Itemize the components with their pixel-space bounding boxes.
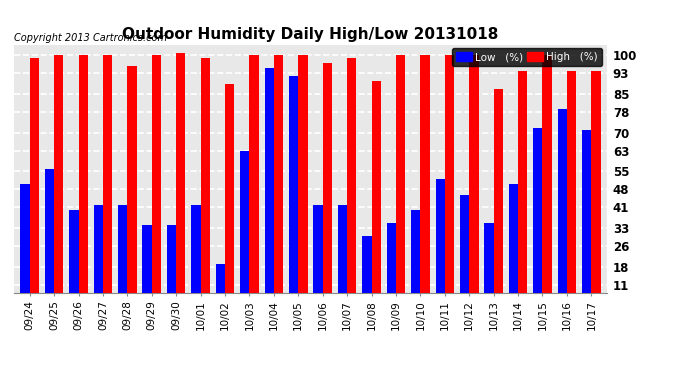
Bar xyxy=(313,205,323,313)
Bar xyxy=(435,179,445,313)
Bar xyxy=(225,84,235,313)
Bar xyxy=(289,76,298,313)
Legend: Low   (%), High   (%): Low (%), High (%) xyxy=(452,48,602,66)
Bar xyxy=(469,56,478,313)
Bar xyxy=(509,184,518,313)
Bar xyxy=(54,56,63,313)
Bar xyxy=(396,56,405,313)
Bar xyxy=(582,130,591,313)
Bar xyxy=(240,151,250,313)
Bar xyxy=(484,223,493,313)
Bar xyxy=(460,195,469,313)
Bar xyxy=(201,58,210,313)
Bar xyxy=(298,56,308,313)
Bar xyxy=(216,264,225,313)
Bar xyxy=(250,56,259,313)
Bar xyxy=(493,89,503,313)
Bar xyxy=(143,225,152,313)
Bar xyxy=(420,56,430,313)
Bar xyxy=(338,205,347,313)
Bar xyxy=(567,71,576,313)
Bar xyxy=(176,53,186,313)
Bar xyxy=(347,58,357,313)
Bar xyxy=(30,58,39,313)
Bar xyxy=(118,205,128,313)
Bar xyxy=(558,110,567,313)
Bar xyxy=(264,68,274,313)
Bar xyxy=(518,71,527,313)
Bar xyxy=(323,63,332,313)
Bar xyxy=(591,71,600,313)
Bar xyxy=(45,169,54,313)
Bar xyxy=(362,236,371,313)
Bar xyxy=(533,128,542,313)
Bar xyxy=(94,205,103,313)
Bar xyxy=(79,56,88,313)
Bar xyxy=(152,56,161,313)
Bar xyxy=(128,66,137,313)
Bar xyxy=(21,184,30,313)
Bar xyxy=(411,210,420,313)
Bar xyxy=(274,56,283,313)
Bar xyxy=(103,56,112,313)
Title: Outdoor Humidity Daily High/Low 20131018: Outdoor Humidity Daily High/Low 20131018 xyxy=(122,27,499,42)
Text: Copyright 2013 Cartronics.com: Copyright 2013 Cartronics.com xyxy=(14,33,167,42)
Bar xyxy=(69,210,79,313)
Bar xyxy=(445,56,454,313)
Bar xyxy=(371,81,381,313)
Bar xyxy=(386,223,396,313)
Bar xyxy=(191,205,201,313)
Bar xyxy=(542,56,552,313)
Bar xyxy=(167,225,176,313)
